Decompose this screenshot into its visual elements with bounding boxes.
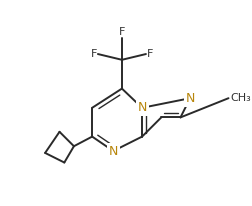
Text: N: N [108, 144, 117, 158]
Text: CH₃: CH₃ [230, 93, 250, 103]
Text: F: F [118, 27, 125, 37]
Text: F: F [90, 49, 97, 59]
Text: N: N [185, 92, 194, 105]
Text: N: N [137, 101, 146, 114]
Text: F: F [146, 49, 153, 59]
